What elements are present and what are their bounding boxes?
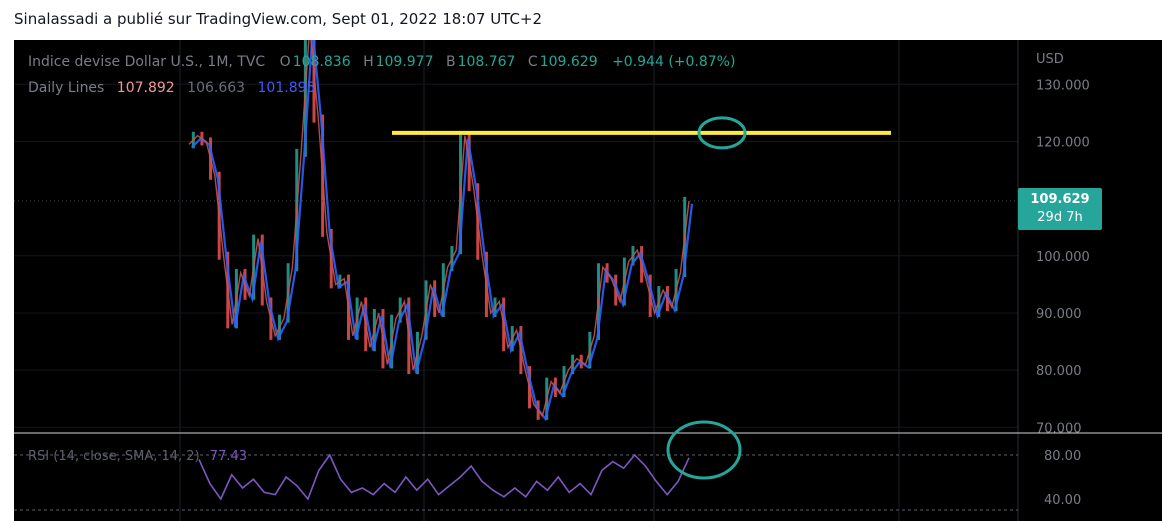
highlight-circle-rsi [666, 420, 742, 480]
price-tick-label: 70.000 [1036, 421, 1082, 436]
high-value: 109.977 [375, 54, 434, 70]
symbol-name: Indice devise Dollar U.S., 1M, TVC [28, 54, 266, 70]
symbol-legend: Indice devise Dollar U.S., 1M, TVC O 108.… [28, 54, 737, 70]
rsi-legend-text: RSI (14, close, SMA, 14, 2) [28, 449, 200, 464]
close-label: C [527, 54, 538, 70]
price-tick-label: 100.000 [1036, 250, 1090, 265]
highlight-circle-top [697, 116, 747, 150]
low-label: B [445, 54, 456, 70]
last-price-tag: 109.629 29d 7h [1018, 188, 1102, 230]
rsi-tick-label: 40.00 [1044, 493, 1081, 508]
indicator-legend: Daily Lines 107.892 106.663 101.895 [28, 80, 317, 96]
rsi-legend: RSI (14, close, SMA, 14, 2) 77.43 [28, 449, 247, 464]
price-tick-label: 80.000 [1036, 364, 1082, 379]
high-label: H [363, 54, 374, 70]
publication-bar: Sinalassadi a publié sur TradingView.com… [0, 0, 1176, 40]
price-tick-label: 130.000 [1036, 78, 1090, 93]
currency-label: USD [1036, 52, 1064, 67]
rsi-tick-label: 80.00 [1044, 449, 1081, 464]
rsi-value: 77.43 [209, 449, 248, 464]
publication-text: Sinalassadi a publié sur TradingView.com… [14, 10, 543, 28]
rsi-line [198, 453, 690, 501]
low-value: 108.767 [457, 54, 516, 70]
price-tick-label: 90.000 [1036, 307, 1082, 322]
close-value: 109.629 [539, 54, 598, 70]
line1-value: 107.892 [116, 80, 175, 96]
open-value: 108.836 [292, 54, 351, 70]
indicator-name: Daily Lines [28, 80, 105, 96]
line2-value: 106.663 [187, 80, 246, 96]
last-price-value: 109.629 [1030, 192, 1090, 207]
chart-frame[interactable]: 130.000 120.000 100.000 90.000 80.000 70.000 8… [14, 40, 1162, 521]
price-tick-label: 120.000 [1036, 135, 1090, 150]
chart-svg[interactable]: 130.000 120.000 100.000 90.000 80.000 70.000 8… [14, 40, 1162, 521]
ma-line-blue [191, 40, 694, 422]
change-value: +0.944 (+0.87%) [612, 54, 736, 70]
price-line [188, 40, 690, 418]
open-label: O [279, 54, 291, 70]
countdown-value: 29d 7h [1037, 210, 1083, 225]
line3-value: 101.895 [257, 80, 316, 96]
